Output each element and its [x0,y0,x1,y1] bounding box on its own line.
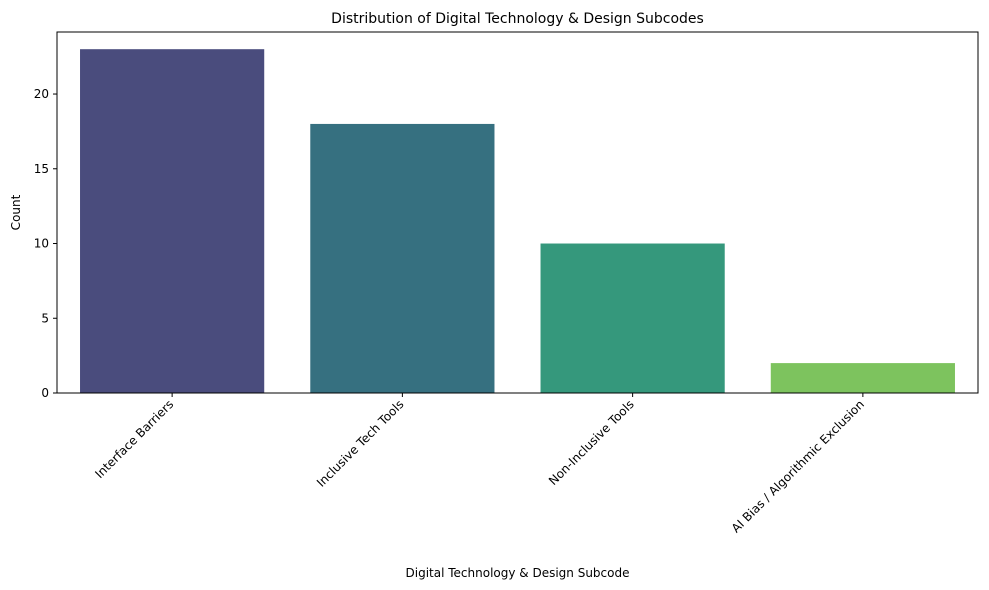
x-tick-label: AI Bias / Algorithmic Exclusion [729,397,867,535]
x-tick-label: Inclusive Tech Tools [314,397,407,490]
y-axis-label: Count [9,194,23,230]
y-tick-label: 15 [34,162,49,176]
y-tick-label: 0 [41,386,49,400]
bar-interface-barriers [80,49,265,393]
plot-frame [56,31,979,394]
x-tick-label: Non-Inclusive Tools [546,397,637,488]
bar-inclusive-tech-tools [310,123,495,394]
bar-ai-bias-algorithmic-exclusion [770,363,955,393]
y-axis: 0 5 10 15 20 [34,87,57,400]
chart-title: Distribution of Digital Technology & Des… [331,11,704,27]
bar-non-inclusive-tools [540,243,725,393]
y-tick-label: 20 [34,87,49,101]
x-axis: Interface Barriers Inclusive Tech Tools No… [92,393,867,535]
x-tick-label: Interface Barriers [92,397,176,481]
x-axis-label: Digital Technology & Design Subcode [406,566,630,580]
bars-group [80,49,955,394]
y-tick-label: 10 [34,237,49,251]
y-tick-label: 5 [41,311,49,325]
